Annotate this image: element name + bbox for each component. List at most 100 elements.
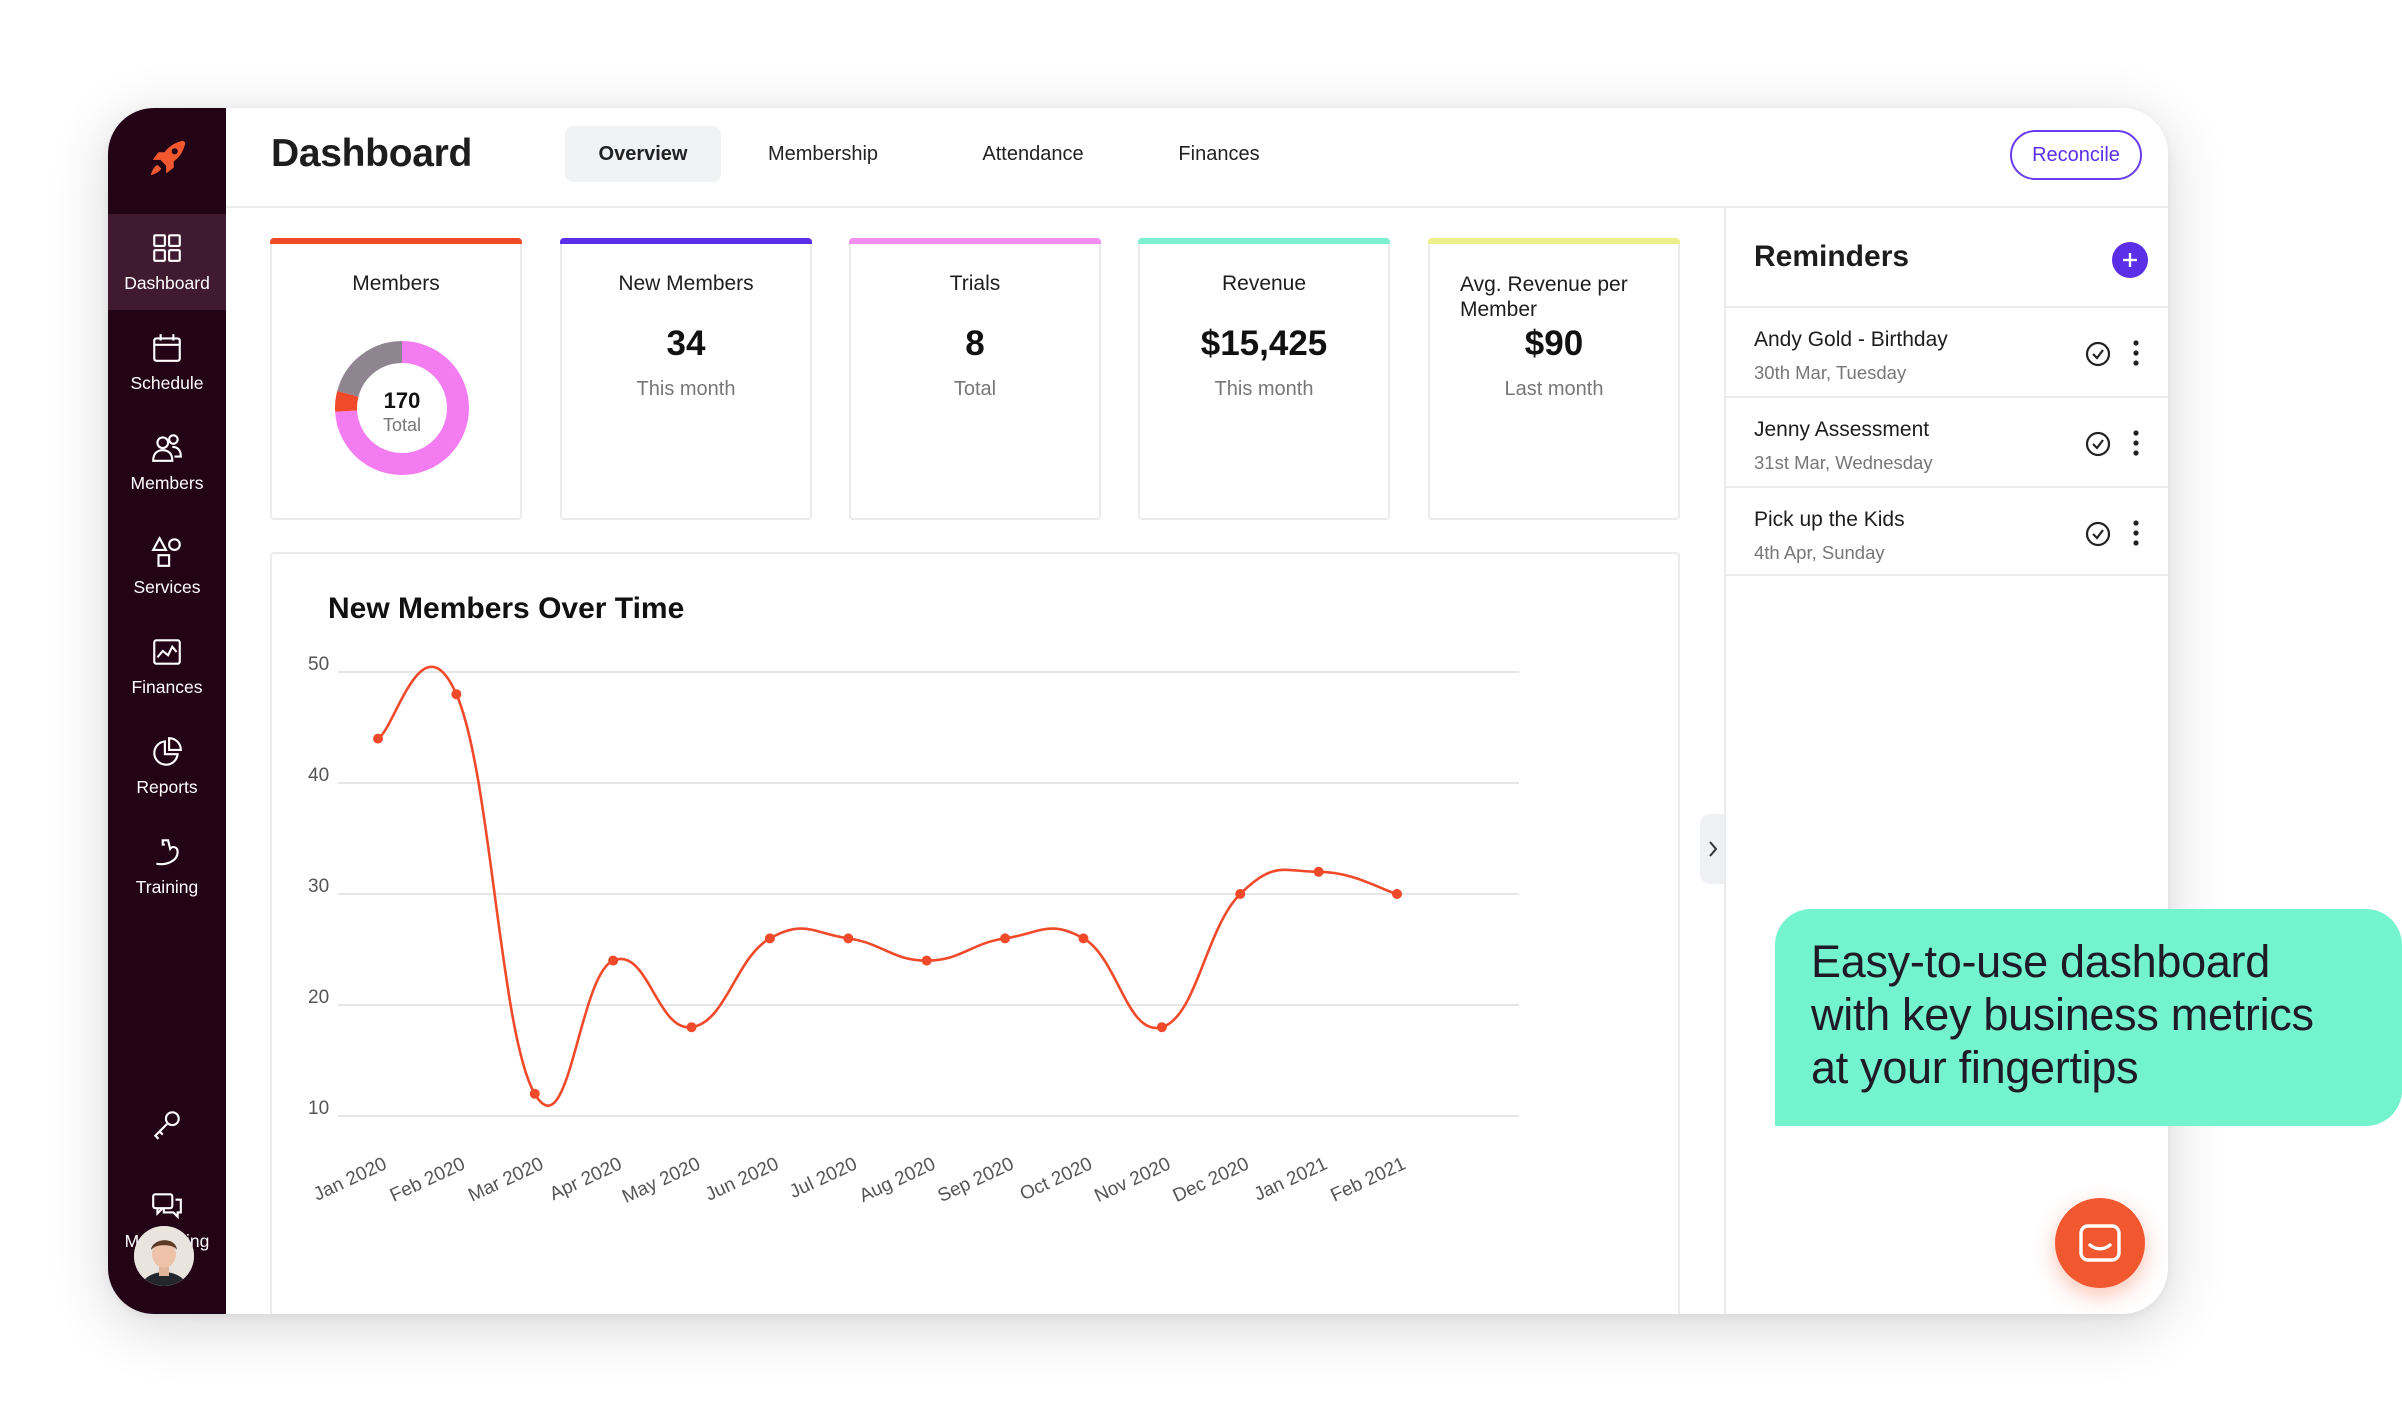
x-tick-label: Feb 2020 [387, 1153, 469, 1206]
sidebar-item-dashboard[interactable]: Dashboard [108, 214, 226, 310]
sidebar-item-services[interactable]: Services [108, 518, 226, 614]
sidebar-item-training[interactable]: Training [108, 818, 226, 914]
sidebar: Dashboard Schedule Members Services [108, 108, 226, 1314]
card-title: New Members [618, 272, 754, 295]
card-title: Avg. Revenue per Member [1460, 273, 1628, 321]
tab-finances[interactable]: Finances [1178, 142, 1260, 165]
data-point[interactable] [1156, 1022, 1167, 1033]
user-avatar[interactable] [134, 1226, 194, 1286]
card-accent-bar [270, 238, 522, 244]
arm-icon [156, 838, 179, 865]
sidebar-item-reports[interactable]: Reports [108, 718, 226, 814]
reminder-item[interactable]: Andy Gold - Birthday 30th Mar, Tuesday [1726, 306, 2168, 396]
new-members-card[interactable]: New Members 34 This month [560, 238, 812, 520]
reminders-title: Reminders [1754, 240, 1910, 273]
reminder-item[interactable]: Jenny Assessment 31st Mar, Wednesday [1726, 396, 2168, 486]
card-accent-bar [1428, 238, 1680, 244]
rocket-icon[interactable] [138, 128, 198, 188]
tab-overview[interactable]: Overview [565, 126, 721, 182]
more-vertical-icon[interactable] [2130, 428, 2142, 458]
x-tick-label: Nov 2020 [1091, 1153, 1174, 1206]
check-circle-icon[interactable] [2084, 340, 2112, 368]
data-point[interactable] [1235, 889, 1246, 899]
more-vertical-icon[interactable] [2130, 338, 2142, 368]
x-tick-label: Jun 2020 [702, 1153, 782, 1205]
calendar-icon [153, 333, 181, 362]
x-tick-label: May 2020 [619, 1153, 704, 1207]
trials-card[interactable]: Trials 8 Total [849, 238, 1101, 520]
card-title: Trials [949, 272, 1001, 295]
x-tick-label: Mar 2020 [465, 1153, 547, 1206]
y-tick-label: 50 [308, 654, 329, 675]
card-value: $90 [1524, 324, 1584, 363]
callout-text: Easy-to-use dashboard with key business … [1811, 935, 2314, 1094]
callout-line: at your fingertips [1811, 1042, 2139, 1093]
card-title: Members [352, 272, 440, 295]
plus-icon[interactable] [2112, 242, 2148, 278]
data-point[interactable] [1313, 866, 1324, 877]
avg-revenue-card[interactable]: Avg. Revenue per Member $90 Last month [1428, 238, 1680, 520]
revenue-card[interactable]: Revenue $15,425 This month [1138, 238, 1390, 520]
data-point[interactable] [764, 933, 775, 944]
reminder-name: Pick up the Kids [1754, 508, 1905, 531]
sidebar-item-finances[interactable]: Finances [108, 618, 226, 714]
y-tick-label: 40 [308, 765, 329, 786]
x-tick-label: Apr 2020 [546, 1153, 625, 1205]
data-point[interactable] [451, 689, 462, 700]
x-tick-label: Jan 2021 [1251, 1153, 1331, 1205]
more-vertical-icon[interactable] [2130, 518, 2142, 548]
card-subtitle: Total [953, 378, 997, 400]
data-point[interactable] [1000, 933, 1011, 944]
key-icon[interactable] [108, 1088, 226, 1168]
reconcile-button[interactable]: Reconcile [2010, 130, 2142, 180]
panel-toggle-button[interactable] [1700, 814, 1726, 884]
chart-title: New Members Over Time [328, 592, 685, 625]
card-subtitle: Last month [1504, 378, 1604, 400]
top-header: Dashboard Overview Membership Attendance… [226, 108, 2168, 208]
data-point[interactable] [686, 1022, 697, 1033]
sidebar-item-label: Dashboard [124, 272, 210, 293]
check-circle-icon[interactable] [2084, 430, 2112, 458]
page-title: Dashboard [271, 132, 473, 175]
data-point[interactable] [1078, 933, 1089, 944]
sidebar-item-label: Reports [136, 776, 198, 797]
callout-line: Easy-to-use dashboard [1811, 936, 2270, 987]
x-tick-label: Oct 2020 [1017, 1153, 1096, 1205]
members-card[interactable]: Members 170 Total [270, 238, 522, 520]
users-icon [152, 433, 182, 462]
reminder-item[interactable]: Pick up the Kids 4th Apr, Sunday [1726, 486, 2168, 576]
x-tick-label: Feb 2021 [1327, 1153, 1409, 1206]
data-point[interactable] [608, 955, 619, 966]
sidebar-item-schedule[interactable]: Schedule [108, 314, 226, 410]
chat-icon[interactable] [2055, 1198, 2145, 1288]
reminders-panel: Reminders Andy Gold - Birthday 30th Mar,… [1724, 208, 2168, 1314]
sidebar-item-label: Training [135, 876, 199, 897]
grid-icon [153, 233, 181, 262]
card-subtitle: This month [636, 378, 736, 400]
donut-total-label: Total [382, 415, 422, 435]
check-circle-icon[interactable] [2084, 520, 2112, 548]
app-window: Dashboard Schedule Members Services [108, 108, 2168, 1314]
card-subtitle: This month [1214, 378, 1314, 400]
data-point[interactable] [373, 733, 383, 744]
data-point[interactable] [1392, 889, 1402, 899]
pie-icon [153, 736, 182, 766]
sidebar-item-label: Services [133, 576, 201, 597]
card-value: 34 [666, 324, 706, 363]
chart-icon [153, 638, 181, 665]
members-donut-chart [335, 341, 469, 475]
data-point[interactable] [921, 955, 932, 966]
card-title: Revenue [1221, 272, 1307, 295]
callout-line: with key business metrics [1811, 989, 2314, 1040]
reminder-name: Jenny Assessment [1754, 418, 1930, 441]
reminder-name: Andy Gold - Birthday [1754, 328, 1948, 351]
sidebar-item-members[interactable]: Members [108, 414, 226, 510]
data-point[interactable] [843, 933, 854, 944]
x-tick-label: Aug 2020 [856, 1153, 939, 1206]
y-tick-label: 30 [308, 876, 329, 897]
tab-membership[interactable]: Membership [767, 142, 879, 165]
tab-attendance[interactable]: Attendance [982, 142, 1084, 165]
y-tick-label: 10 [308, 1098, 329, 1119]
data-point[interactable] [529, 1088, 540, 1099]
